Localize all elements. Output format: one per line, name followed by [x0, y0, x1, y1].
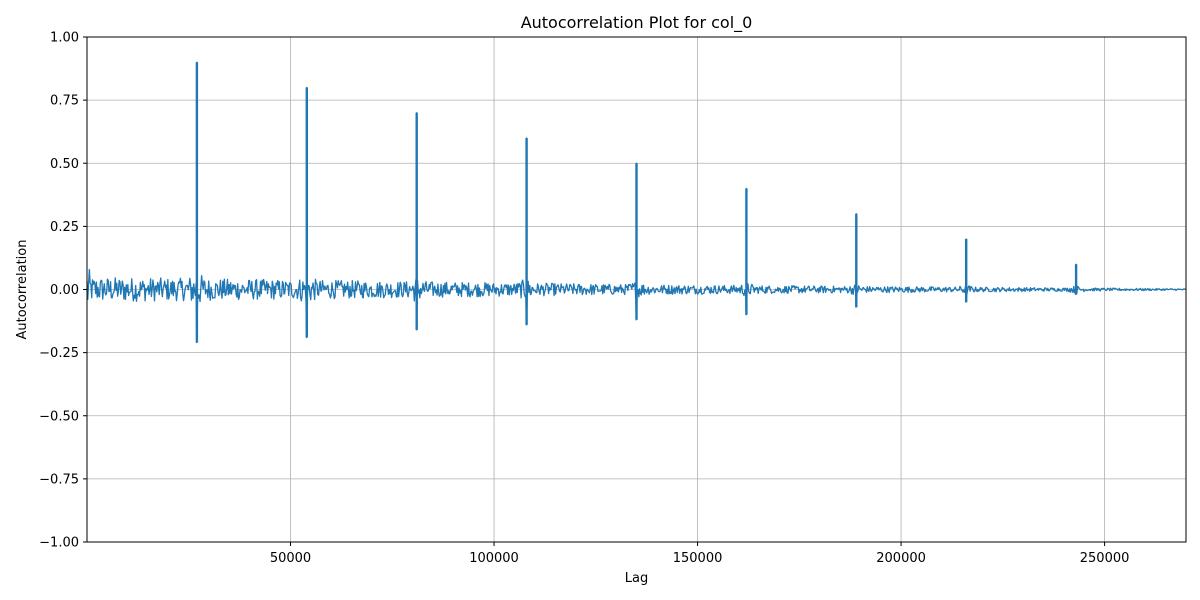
y-axis-title: Autocorrelation [15, 240, 30, 340]
y-axis-ticks: −1.00 −0.75 −0.50 −0.25 0.00 0.25 0.50 0.75 1.00 [39, 31, 87, 551]
y-tick-label: −0.75 [39, 472, 79, 487]
x-tick-label: 50000 [270, 551, 311, 566]
y-tick-label: 0.50 [50, 157, 79, 172]
y-tick-label: −0.50 [39, 409, 79, 424]
x-axis-ticks: 50000 100000 150000 200000 250000 [270, 542, 1130, 566]
y-tick-label: 0.75 [50, 94, 79, 109]
x-tick-label: 100000 [469, 551, 519, 566]
y-tick-label: 0.00 [50, 283, 79, 298]
y-tick-label: −1.00 [39, 536, 79, 551]
y-tick-label: 0.25 [50, 220, 79, 235]
x-tick-label: 200000 [876, 551, 926, 566]
y-tick-label: −0.25 [39, 346, 79, 361]
chart-title: Autocorrelation Plot for col_0 [521, 13, 753, 33]
x-tick-label: 150000 [673, 551, 723, 566]
x-tick-label: 250000 [1080, 551, 1130, 566]
y-tick-label: 1.00 [50, 31, 79, 46]
x-axis-title: Lag [625, 571, 648, 586]
series-layer [86, 61, 1187, 344]
